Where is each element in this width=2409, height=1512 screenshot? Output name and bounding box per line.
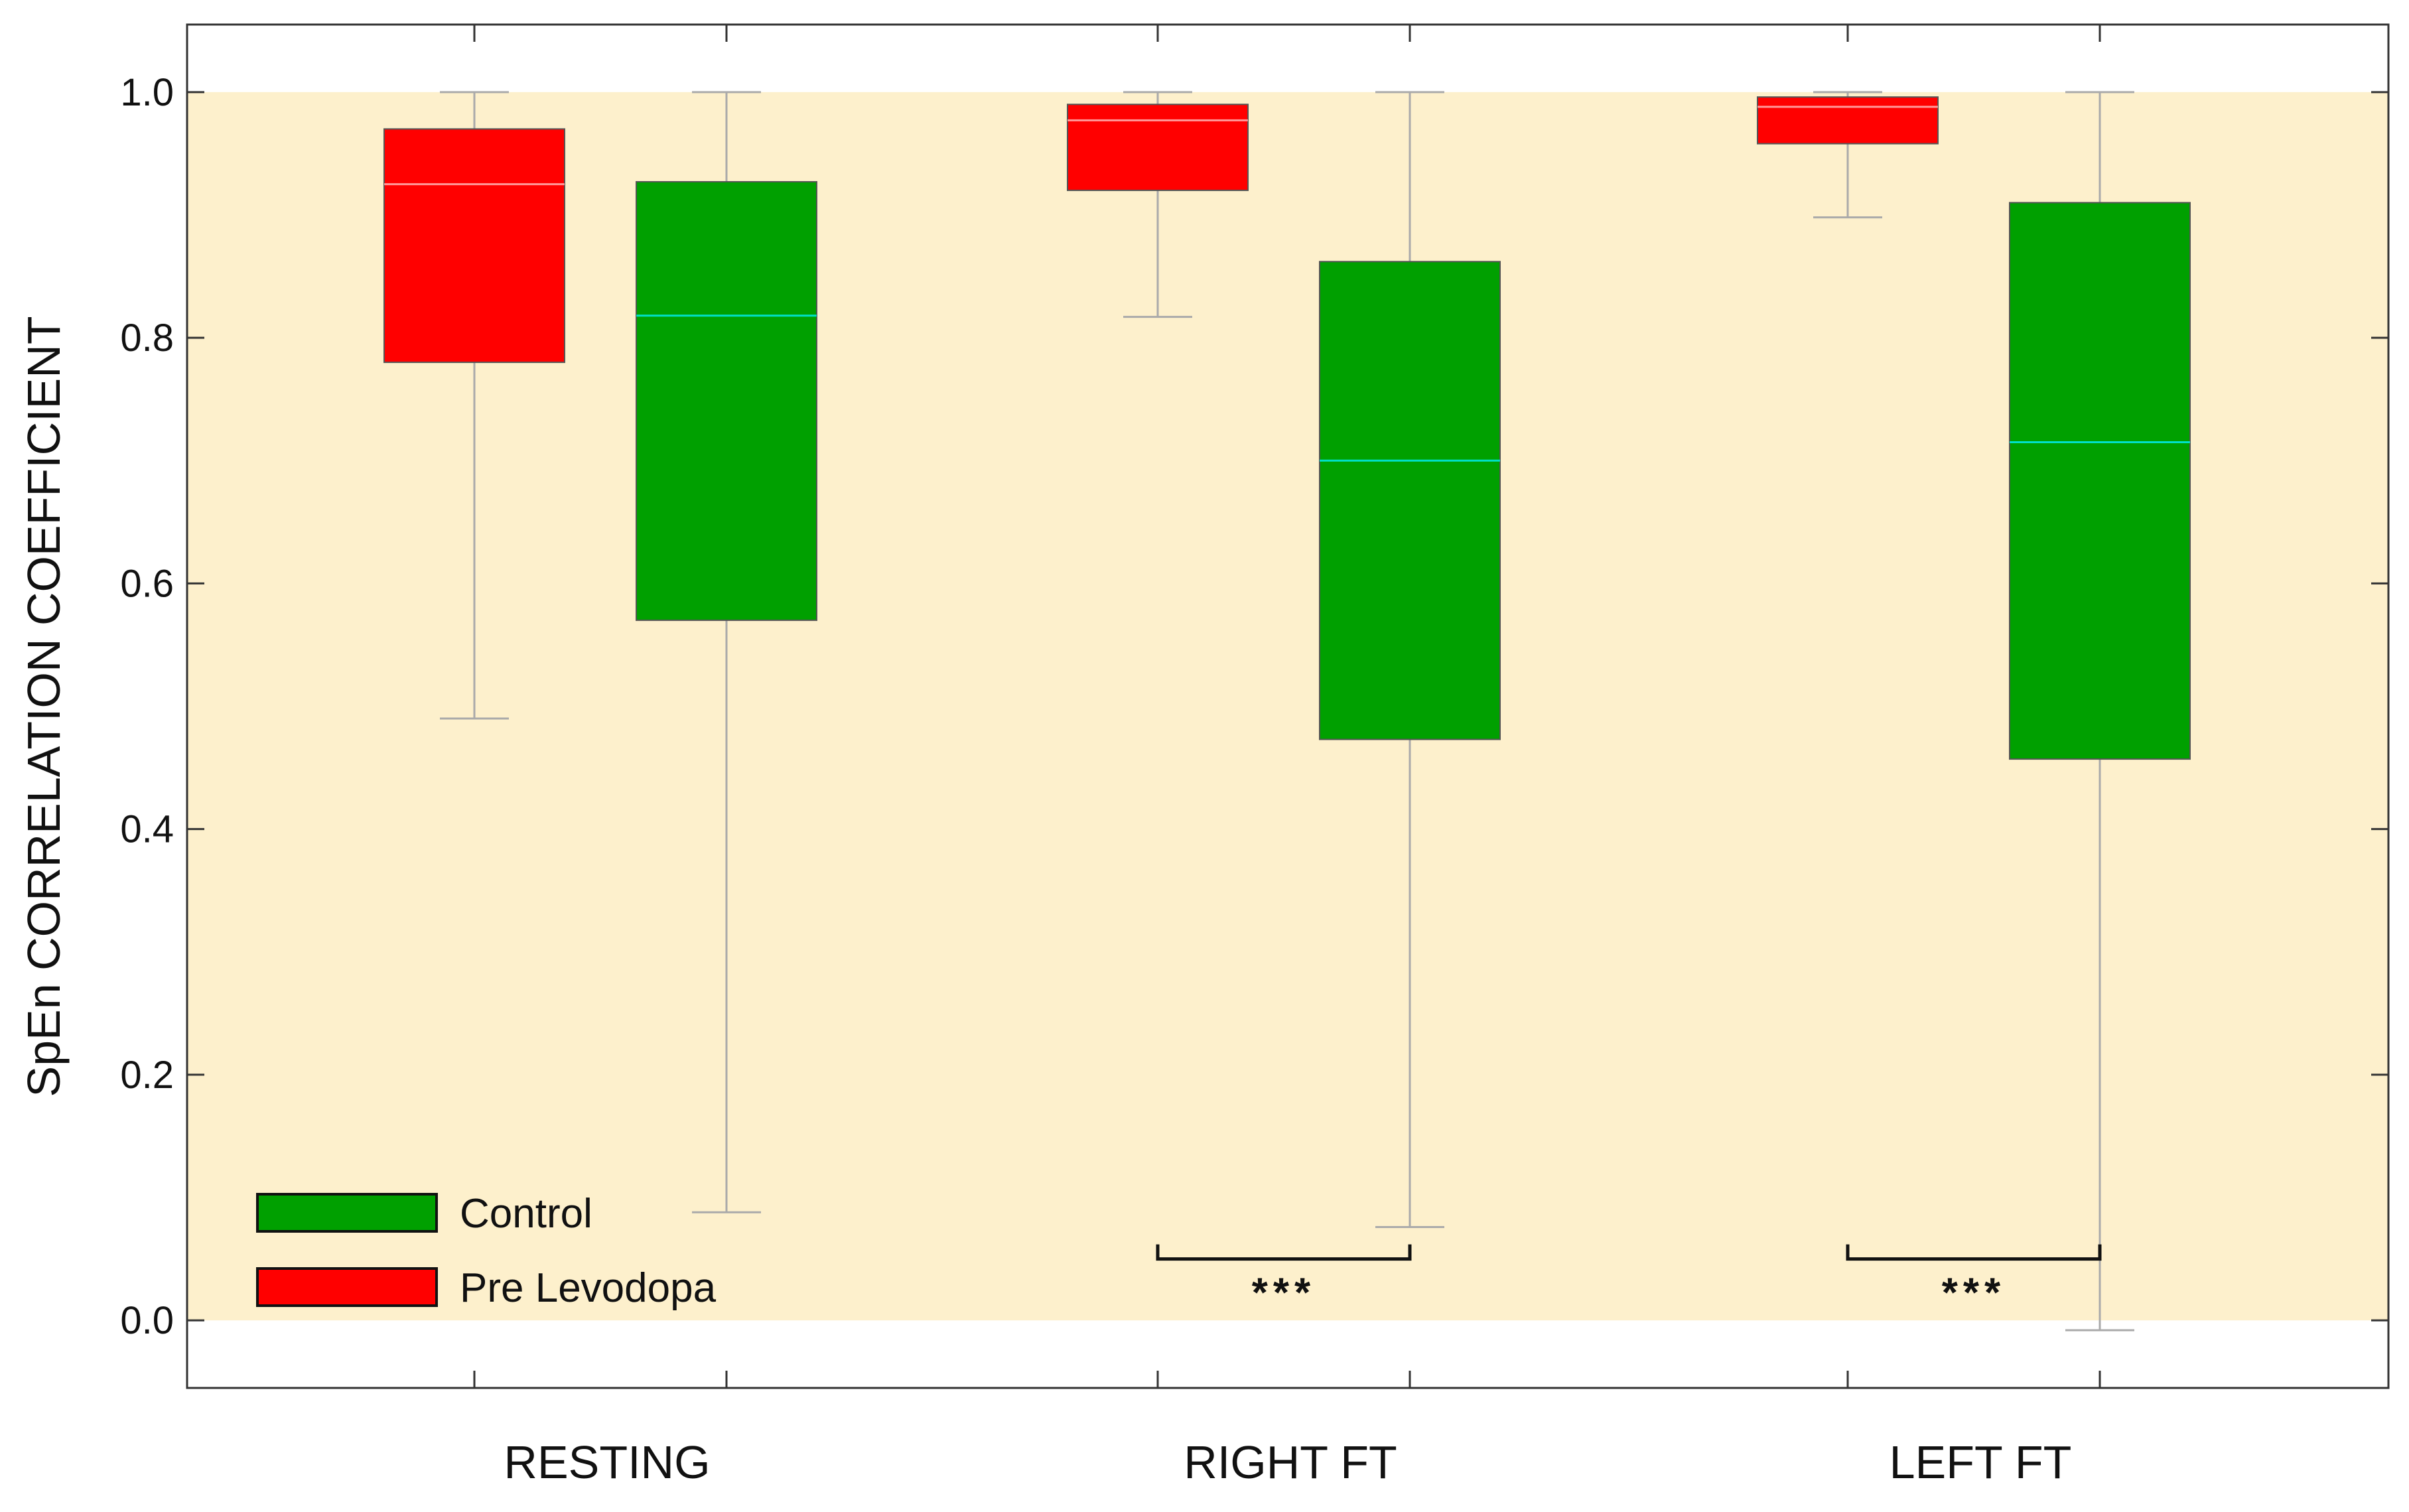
x-category-label: RESTING xyxy=(504,1436,710,1488)
x-category-label: RIGHT FT xyxy=(1184,1436,1397,1488)
box-layer xyxy=(383,96,2191,760)
x-category-label: LEFT FT xyxy=(1890,1436,2072,1488)
significance-bracket xyxy=(1156,1244,1412,1261)
y-axis-title: SpEn CORRELATION COEFFICIENT xyxy=(18,316,70,1097)
annotation-layer: *** *** xyxy=(1156,1244,2102,1316)
box xyxy=(1067,103,1249,191)
legend-swatch xyxy=(256,1267,438,1307)
box xyxy=(1319,261,1501,740)
box xyxy=(1757,96,1939,145)
legend-swatch xyxy=(256,1193,438,1233)
legend: Control Pre Levodopa xyxy=(256,1191,717,1311)
plot-frame xyxy=(186,23,2390,1389)
significance-bracket xyxy=(1846,1244,2102,1261)
legend-label: Control xyxy=(460,1191,592,1237)
axis-layer: 0.0 0.2 0.4 0.6 0.8 1.0 RESTING RIGHT FT LEFT FT xyxy=(120,23,2390,1488)
significance-label: *** xyxy=(1942,1271,2006,1316)
box xyxy=(2009,202,2191,760)
significance-label: *** xyxy=(1252,1271,1316,1316)
y-tick-label: 0.6 xyxy=(120,562,174,605)
y-tick-label: 1.0 xyxy=(120,71,174,114)
y-tick-label: 0.0 xyxy=(120,1299,174,1342)
y-tick-label: 0.8 xyxy=(120,316,174,360)
y-tick-label: 0.4 xyxy=(120,808,174,851)
box xyxy=(636,180,817,621)
y-tick-label: 0.2 xyxy=(120,1054,174,1097)
box xyxy=(383,128,565,364)
legend-label: Pre Levodopa xyxy=(460,1265,717,1311)
